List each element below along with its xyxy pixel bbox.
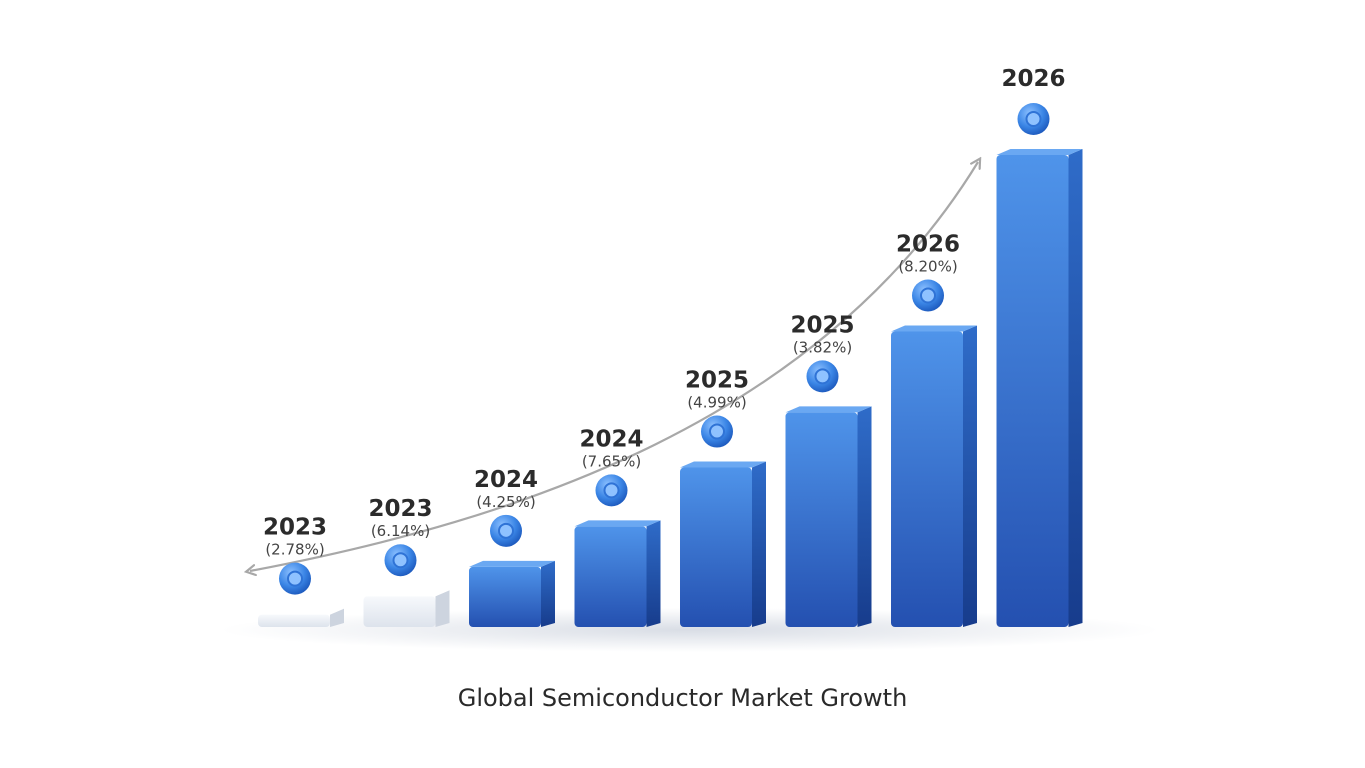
bar-top-face [785, 406, 872, 413]
growth-label: (3.82%) [793, 338, 852, 356]
bar-front-face [996, 155, 1069, 627]
marker-dot [595, 474, 628, 507]
bar-front-face [469, 566, 541, 627]
bar-4 [574, 520, 661, 627]
bar-side-face [1068, 149, 1083, 627]
growth-label: (7.65%) [582, 452, 641, 470]
marker-dot [1017, 103, 1050, 135]
bar-side-face [330, 608, 344, 627]
growth-label: (4.25%) [476, 493, 535, 511]
marker-dot [701, 415, 733, 448]
year-label: 2026 [896, 231, 960, 257]
marker-dot [806, 360, 839, 393]
bar-side-face [435, 590, 450, 627]
bar-top-face [363, 590, 450, 597]
growth-label: (6.14%) [371, 522, 430, 540]
bar-front-face [891, 331, 963, 627]
bar-top-face [258, 608, 344, 615]
bar-front-face [258, 614, 330, 627]
year-label: 2023 [368, 496, 432, 522]
bar-side-face [752, 461, 766, 627]
marker-dot [279, 562, 311, 595]
year-label: 2023 [263, 515, 327, 541]
bar-top-face [891, 325, 977, 332]
bar-top-face [680, 461, 766, 468]
year-label: 2024 [579, 426, 643, 452]
bar-side-face [541, 560, 555, 627]
bar-front-face [785, 412, 858, 627]
year-label: 2025 [685, 368, 749, 394]
bar-3 [469, 560, 555, 627]
chart-title: Global Semiconductor Market Growth [457, 684, 908, 712]
bar-6 [785, 406, 872, 627]
year-label: 2025 [790, 312, 854, 338]
bar-side-face [857, 406, 872, 627]
year-label: 2026 [1001, 66, 1065, 92]
bar-1 [258, 608, 344, 627]
growth-label: (4.99%) [687, 394, 746, 412]
marker-dot [490, 514, 522, 547]
bar-7 [891, 325, 977, 627]
bar-front-face [574, 526, 647, 627]
bar-front-face [680, 467, 752, 627]
marker-dot [912, 279, 944, 312]
bar-side-face [963, 325, 977, 627]
trend-arrow [250, 162, 978, 571]
bar-front-face [363, 596, 436, 627]
growth-label: (2.78%) [265, 541, 324, 559]
year-label: 2024 [474, 467, 538, 493]
bar-top-face [996, 149, 1083, 155]
bar-side-face [646, 520, 661, 627]
bar-2 [363, 590, 450, 627]
growth-label: (8.20%) [898, 257, 957, 275]
bar-5 [680, 461, 766, 627]
bar-top-face [469, 560, 555, 567]
bar-8 [996, 149, 1083, 627]
bar-top-face [574, 520, 661, 527]
marker-dot [384, 544, 417, 577]
